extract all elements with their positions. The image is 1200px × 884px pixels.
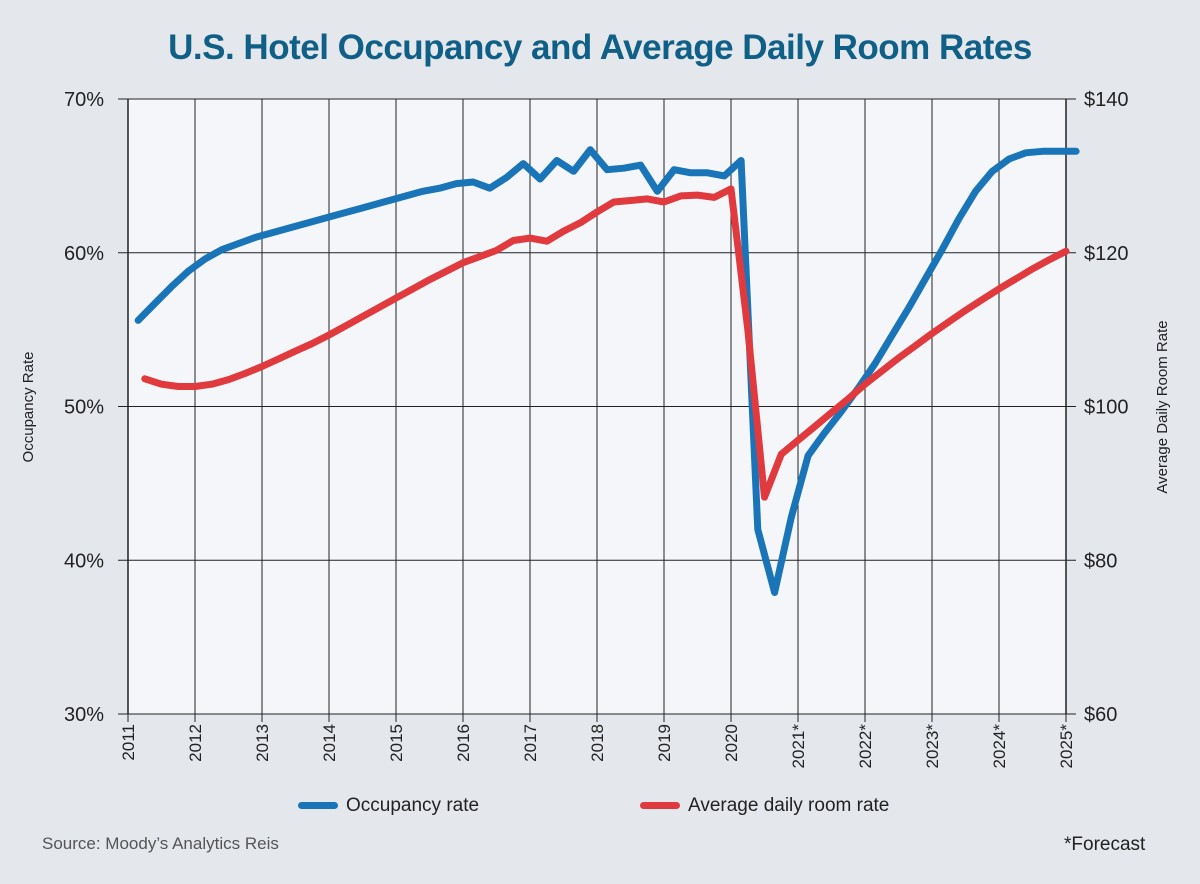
y-right-tick-label: $100 [1084,397,1129,419]
forecast-footnote: *Forecast [1064,834,1146,855]
average-daily-rate-line [141,185,1070,501]
y-left-tick-label: 50% [64,397,104,419]
chart-title: U.S. Hotel Occupancy and Average Daily R… [168,28,1032,67]
y-axis-right-label: Average Daily Room Rate [1154,320,1171,493]
x-tick-label: 2021* [789,724,808,769]
y-left-tick-label: 70% [64,89,104,111]
y-left-tick-label: 60% [64,243,104,265]
legend-occupancy: Occupancy rate [298,795,479,817]
x-tick-label: 2017 [521,724,540,762]
x-tick-label: 2024* [990,724,1009,769]
legend-label-occupancy: Occupancy rate [346,795,480,816]
series-lines [134,146,1080,596]
legend-label-adr: Average daily room rate [688,795,890,816]
x-tick-label: 2020 [722,724,741,762]
y-left-tick-label: 30% [64,704,104,726]
legend-swatch-adr [640,802,680,810]
y-right-tick-label: $60 [1084,704,1117,726]
legend-swatch-occupancy [298,802,338,810]
grid-lines [118,98,1076,722]
tick-labels: 30% 40% 50% 60% 70% $60 $80 $100 $120 $140 2011 201… [64,89,1129,768]
occupancy-rate-line [134,146,1080,596]
y-axis-left-label: Occupancy Rate [20,352,37,463]
y-left-tick-label: 40% [64,550,104,572]
source-note: Source: Moody’s Analytics Reis [42,834,279,853]
x-tick-label: 2016 [454,724,473,762]
legend-adr: Average daily room rate [640,795,889,817]
y-right-tick-label: $140 [1084,89,1129,111]
axes [127,99,1067,714]
x-tick-label: 2015 [387,724,406,762]
y-right-tick-label: $120 [1084,243,1129,265]
x-tick-label: 2022* [856,724,875,769]
x-tick-label: 2025* [1057,724,1076,769]
x-tick-label: 2011 [119,724,138,761]
x-tick-label: 2018 [588,724,607,762]
x-tick-label: 2012 [186,724,205,762]
x-tick-label: 2019 [655,724,674,762]
x-tick-label: 2013 [253,724,272,762]
x-tick-label: 2023* [923,724,942,769]
y-right-tick-label: $80 [1084,550,1117,572]
x-tick-label: 2014 [320,724,339,762]
